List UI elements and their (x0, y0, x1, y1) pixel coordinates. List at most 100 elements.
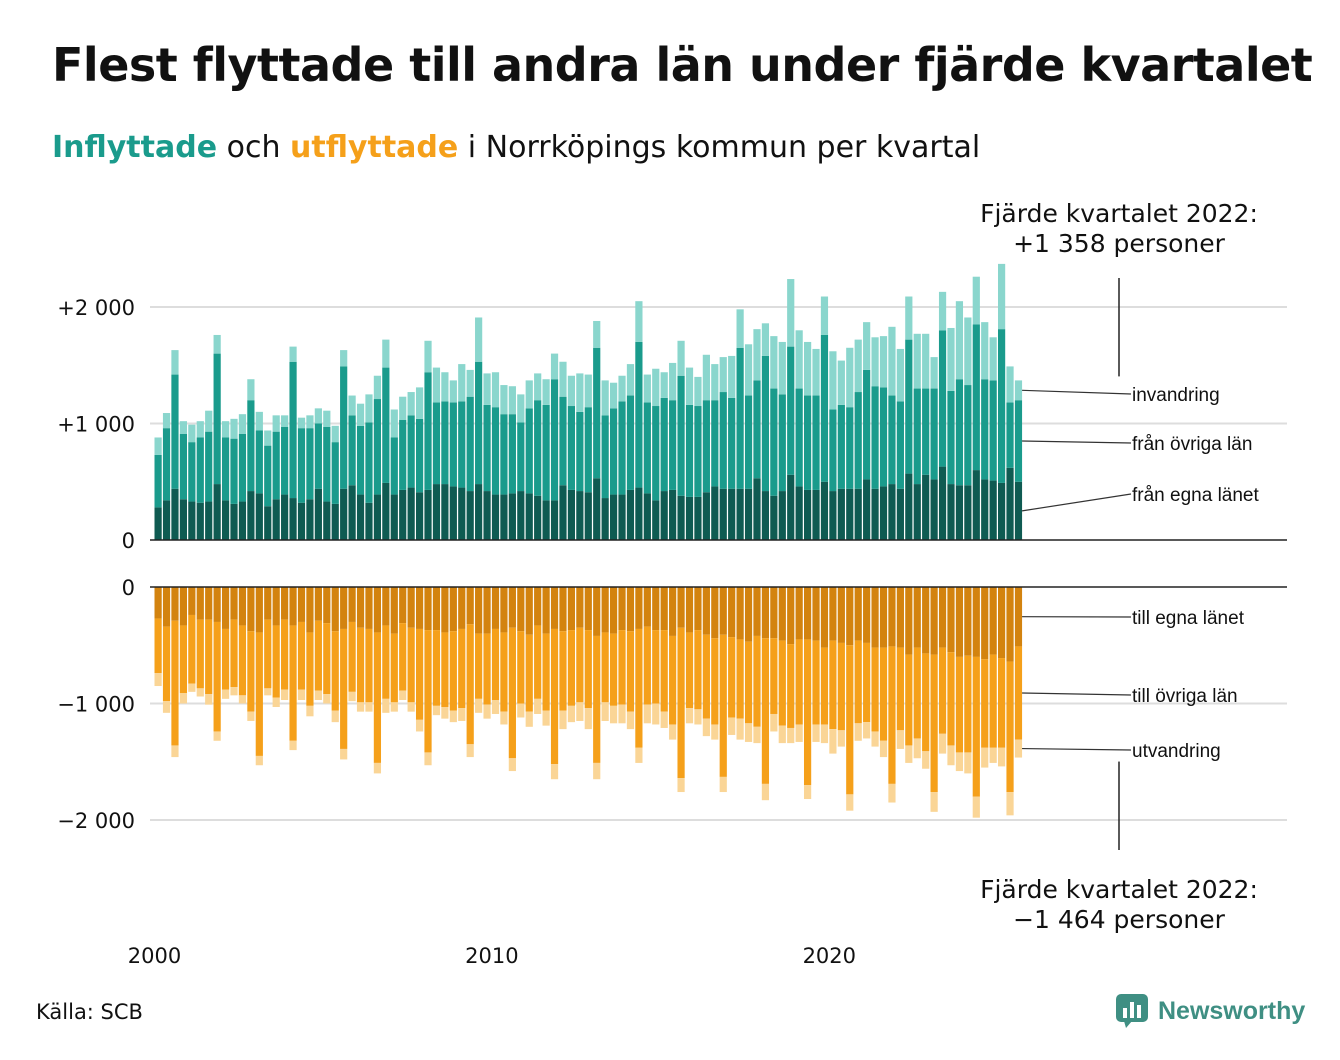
bar-out-emigration (407, 702, 415, 712)
bar-out-own-county (981, 587, 989, 660)
bar-in-immigration (1006, 366, 1014, 403)
bar-in-own-county (846, 488, 854, 540)
bar-in-other-counties (323, 426, 331, 502)
bar-out-other-counties (534, 625, 542, 699)
bar-in-own-county (879, 486, 888, 540)
series-label-connector (1022, 440, 1132, 444)
bar-in-immigration (424, 340, 432, 373)
bar-in-immigration (728, 355, 736, 398)
newsworthy-logo[interactable]: Newsworthy (1116, 994, 1305, 1028)
bar-out-own-county (432, 587, 441, 631)
bar-out-emigration (837, 730, 845, 747)
bar-out-other-counties (829, 640, 837, 730)
bar-out-other-counties (331, 631, 339, 711)
bar-in-immigration (981, 322, 989, 380)
bar-out-own-county (154, 587, 162, 619)
bar-out-own-county (854, 587, 862, 641)
bar-out-own-county (626, 587, 635, 632)
bar-out-other-counties (702, 634, 710, 719)
bar-out-own-county (1014, 587, 1023, 647)
bar-out-emigration (829, 729, 837, 754)
bar-out-own-county (534, 587, 542, 626)
bar-in-other-counties (922, 388, 930, 475)
bar-in-own-county (787, 474, 795, 540)
bar-in-own-county (601, 498, 609, 540)
bar-in-other-counties (719, 392, 727, 489)
bar-out-other-counties (635, 628, 643, 748)
bar-out-own-county (179, 587, 188, 626)
bar-out-own-county (382, 587, 390, 626)
bar-in-other-counties (584, 407, 592, 493)
bar-out-own-county (711, 587, 719, 639)
bar-in-other-counties (373, 399, 382, 495)
bar-in-own-county (635, 487, 643, 540)
bar-out-emigration (998, 747, 1006, 767)
bar-out-other-counties (264, 619, 272, 689)
bar-in-own-county (475, 484, 483, 540)
bar-in-own-county (955, 485, 964, 540)
series-label-connector (1021, 493, 1132, 512)
bar-out-other-counties (205, 619, 213, 695)
bar-in-immigration (787, 279, 795, 347)
bar-in-immigration (576, 373, 584, 412)
bar-in-own-county (938, 466, 947, 540)
bar-out-other-counties (559, 631, 567, 711)
bar-out-emigration (981, 747, 989, 768)
bar-in-other-counties (820, 334, 829, 482)
bar-out-emigration (390, 702, 398, 712)
bar-out-emigration (441, 706, 449, 719)
bar-out-other-counties (888, 646, 896, 784)
bar-out-emigration (525, 711, 533, 727)
bar-out-own-county (871, 587, 879, 648)
bar-out-own-county (390, 587, 398, 634)
bar-out-own-county (618, 587, 626, 631)
bar-in-immigration (323, 410, 331, 427)
bar-in-immigration (534, 373, 542, 401)
bar-in-own-county (550, 500, 559, 540)
bar-in-other-counties (702, 400, 710, 493)
bar-in-own-county (736, 488, 744, 540)
bar-in-other-counties (601, 415, 609, 499)
bar-in-own-county (559, 485, 567, 540)
bar-in-other-counties (905, 339, 913, 474)
bar-out-emigration (652, 703, 660, 725)
bar-in-other-counties (221, 437, 230, 501)
bar-in-other-counties (466, 396, 474, 492)
bar-in-own-county (989, 480, 997, 540)
bar-out-own-county (635, 587, 643, 629)
bar-in-other-counties (955, 379, 964, 486)
bar-out-emigration (584, 708, 592, 730)
bar-in-own-county (677, 495, 685, 540)
bar-out-other-counties (365, 628, 373, 703)
bar-out-own-county (449, 587, 457, 632)
bar-in-own-county (289, 498, 297, 540)
bar-out-own-county (846, 587, 854, 646)
bar-in-own-county (1006, 467, 1014, 540)
bar-out-other-counties (475, 633, 483, 699)
bar-out-emigration (711, 724, 719, 740)
bar-out-own-county (500, 587, 508, 633)
bar-in-other-counties (744, 395, 753, 489)
series-label-in: invandring (1132, 385, 1220, 406)
bar-in-immigration (803, 341, 812, 396)
bar-in-other-counties (458, 401, 466, 488)
bar-in-immigration (348, 395, 356, 416)
bar-out-other-counties (778, 640, 786, 726)
bar-in-other-counties (930, 388, 938, 480)
bar-in-other-counties (331, 442, 339, 504)
bar-out-emigration (643, 704, 651, 724)
bar-out-own-county (297, 587, 306, 622)
bar-in-own-county (837, 488, 845, 540)
series-label-out: utvandring (1132, 741, 1221, 762)
bar-in-other-counties (787, 346, 795, 475)
bar-out-emigration (255, 755, 263, 766)
bar-in-other-counties (879, 387, 888, 487)
bar-in-own-county (888, 484, 896, 540)
bar-out-other-counties (584, 630, 592, 709)
bar-in-own-county (399, 489, 407, 540)
bar-out-own-county (947, 587, 955, 653)
bar-out-other-counties (677, 627, 685, 779)
bar-out-emigration (196, 688, 204, 697)
bar-in-immigration (340, 350, 348, 367)
